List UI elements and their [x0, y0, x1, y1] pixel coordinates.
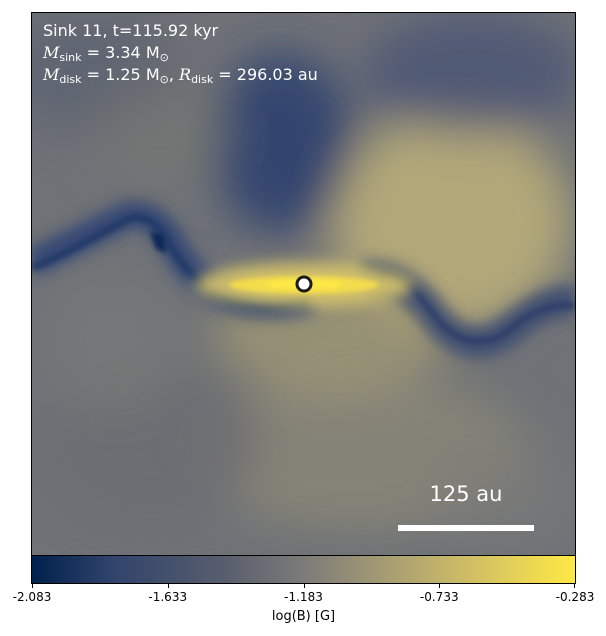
- scale-bar: [398, 525, 534, 531]
- colorbar-tick-label: -1.633: [148, 590, 188, 604]
- sink-time-label: Sink 11, t=115.92 kyr: [43, 21, 219, 40]
- colorbar-tick-label: -2.083: [12, 590, 52, 604]
- colorbar-tick: [439, 583, 441, 588]
- sink-mass-label: Msink = 3.34 M⊙: [43, 43, 169, 64]
- colorbar-tick: [574, 583, 575, 588]
- colorbar-tick-label: -0.283: [555, 590, 595, 604]
- colorbar-label: log(B) [G]: [271, 609, 336, 624]
- colorbar-tick-label: -0.733: [419, 590, 459, 604]
- scale-bar-label: 125 au: [429, 482, 503, 506]
- disk-mass-radius-label: Mdisk = 1.25 M⊙, Rdisk = 296.03 au: [43, 65, 318, 86]
- colorbar-tick: [303, 583, 305, 588]
- sink-marker: [295, 275, 313, 293]
- colorbar-tick-label: -1.183: [284, 590, 323, 604]
- field-map-image: [32, 13, 575, 556]
- colorbar: [31, 555, 576, 584]
- colorbar-tick: [32, 583, 33, 588]
- colorbar-tick: [167, 583, 169, 588]
- magnetic-field-map: Sink 11, t=115.92 kyr Msink = 3.34 M⊙ Md…: [31, 12, 576, 557]
